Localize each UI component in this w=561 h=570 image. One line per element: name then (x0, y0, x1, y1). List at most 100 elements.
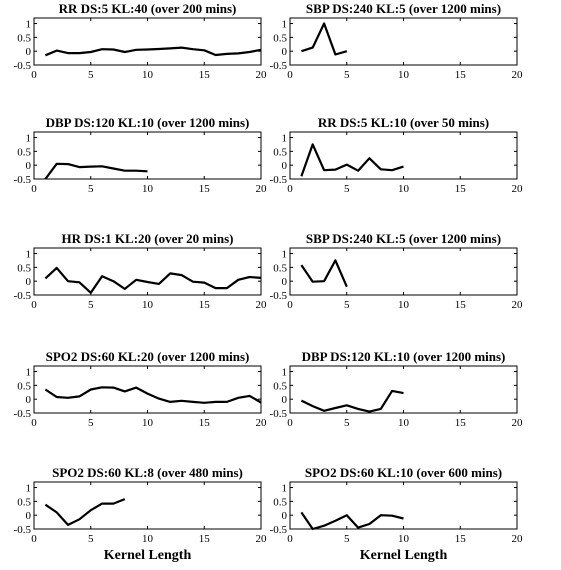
chart-panel-3: DBP DS:120 KL:10 (over 1200 mins)0 5 10 15 2… (14, 115, 267, 195)
chart-panel-7: SPO2 DS:60 KL:20 (over 1200 mins)0 5 10 15 2… (14, 349, 267, 429)
x-tick-label: 5 (344, 183, 350, 195)
y-tick-label: -0.5 (14, 524, 32, 536)
x-tick-label: 5 (344, 299, 350, 311)
x-tick-label: 20 (256, 69, 268, 81)
y-tick-label: -0.5 (270, 524, 288, 536)
chart-title: DBP DS:120 KL:10 (over 1200 mins) (302, 349, 506, 364)
x-tick-label: 0 (287, 69, 293, 81)
x-tick-label: 0 (31, 183, 37, 195)
series-line (300, 259, 348, 288)
y-tick-label: 0 (26, 276, 32, 288)
y-tick-label: 0.5 (17, 262, 31, 274)
y-tick-label: -0.5 (14, 60, 32, 72)
chart-title: HR DS:1 KL:20 (over 20 mins) (61, 231, 233, 246)
x-tick-label: 5 (344, 417, 350, 429)
x-tick-label: 10 (398, 69, 410, 81)
x-tick-label: 20 (512, 183, 524, 195)
x-tick-label: 10 (398, 533, 410, 545)
chart-panel-8: DBP DS:120 KL:10 (over 1200 mins) 0 5 10 15 2… (270, 349, 523, 429)
series-line (44, 266, 262, 294)
y-tick-label: -0.5 (14, 408, 32, 420)
y-tick-label: 0 (282, 160, 288, 172)
x-tick-label: 15 (455, 69, 467, 81)
chart-title: RR DS:5 KL:40 (over 200 mins) (59, 1, 237, 16)
x-tick-label: 20 (512, 299, 524, 311)
y-tick-label: 1 (26, 19, 32, 31)
chart-title: RR DS:5 KL:10 (over 50 mins) (318, 115, 489, 130)
x-tick-label: 15 (199, 299, 211, 311)
chart-title: SPO2 DS:60 KL:8 (over 480 mins) (52, 465, 243, 480)
chart-panel-4: RR DS:5 KL:10 (over 50 mins)0 5 10 15 20-0.5… (270, 115, 523, 195)
x-tick-label: 0 (31, 69, 37, 81)
x-tick-label: 15 (455, 417, 467, 429)
x-tick-label: 10 (398, 299, 410, 311)
x-tick-label: 0 (287, 299, 293, 311)
series-line (44, 386, 262, 404)
x-tick-label: 5 (344, 69, 350, 81)
x-axis-label: Kernel Length (104, 548, 192, 563)
x-tick-label: 20 (256, 417, 268, 429)
y-tick-label: 0 (282, 510, 288, 522)
chart-title: SPO2 DS:60 KL:20 (over 1200 mins) (46, 349, 250, 364)
y-tick-label: 1 (282, 133, 288, 145)
y-tick-label: -0.5 (270, 60, 288, 72)
series-line (300, 389, 404, 413)
chart-title: DBP DS:120 KL:10 (over 1200 mins) (46, 115, 250, 130)
x-tick-label: 0 (287, 183, 293, 195)
chart-panel-9: SPO2 DS:60 KL:8 (over 480 mins) 0 5 10 15 20 -… (14, 465, 267, 563)
y-tick-label: 1 (26, 249, 32, 261)
y-tick-label: 0 (26, 510, 32, 522)
y-tick-label: -0.5 (270, 174, 288, 186)
x-tick-label: 10 (398, 417, 410, 429)
y-tick-label: 1 (26, 367, 32, 379)
x-tick-label: 10 (398, 183, 410, 195)
y-tick-label: 0 (282, 394, 288, 406)
series-line (44, 162, 148, 180)
x-tick-label: 20 (256, 533, 268, 545)
plot-area (289, 481, 518, 530)
x-tick-label: 0 (31, 299, 37, 311)
y-tick-label: 0 (26, 394, 32, 406)
y-tick-label: 0 (282, 276, 288, 288)
plot-area (289, 131, 518, 180)
x-tick-label: 5 (88, 299, 94, 311)
x-tick-label: 20 (256, 299, 268, 311)
x-tick-label: 0 (287, 533, 293, 545)
y-tick-label: 0 (282, 46, 288, 58)
plot-area (33, 365, 262, 414)
y-tick-label: 0.5 (17, 496, 31, 508)
x-tick-label: 20 (256, 183, 268, 195)
series-line (44, 498, 126, 527)
x-tick-label: 15 (455, 299, 467, 311)
series-line (301, 22, 348, 56)
y-tick-label: -0.5 (14, 174, 32, 186)
series-line (300, 143, 404, 177)
y-tick-label: 1 (282, 249, 288, 261)
y-tick-label: 0 (26, 46, 32, 58)
x-tick-label: 10 (142, 533, 154, 545)
y-tick-label: -0.5 (270, 290, 288, 302)
plot-area (289, 365, 518, 414)
y-tick-label: 0 (26, 160, 32, 172)
x-tick-label: 5 (88, 69, 94, 81)
x-tick-label: 15 (455, 533, 467, 545)
x-tick-label: 0 (31, 417, 37, 429)
x-tick-label: 20 (512, 533, 524, 545)
x-tick-label: 10 (142, 299, 154, 311)
x-tick-label: 5 (88, 533, 94, 545)
y-tick-label: 1 (26, 133, 32, 145)
x-tick-label: 10 (142, 417, 154, 429)
x-tick-label: 20 (512, 417, 524, 429)
x-axis-label: Kernel Length (360, 548, 448, 563)
y-tick-label: 1 (282, 19, 288, 31)
y-tick-label: -0.5 (14, 290, 32, 302)
chart-title: SBP DS:240 KL:5 (over 1200 mins) (306, 231, 501, 246)
plot-area (33, 131, 262, 180)
chart-panel-6: SBP DS:240 KL:5 (over 1200 mins)0 5 10 15 20… (270, 231, 523, 311)
x-tick-label: 5 (88, 183, 94, 195)
chart-title: SBP DS:240 KL:5 (over 1200 mins) (306, 1, 501, 16)
y-tick-label: 0.5 (273, 146, 287, 158)
x-tick-label: 15 (199, 417, 211, 429)
x-tick-label: 15 (199, 533, 211, 545)
